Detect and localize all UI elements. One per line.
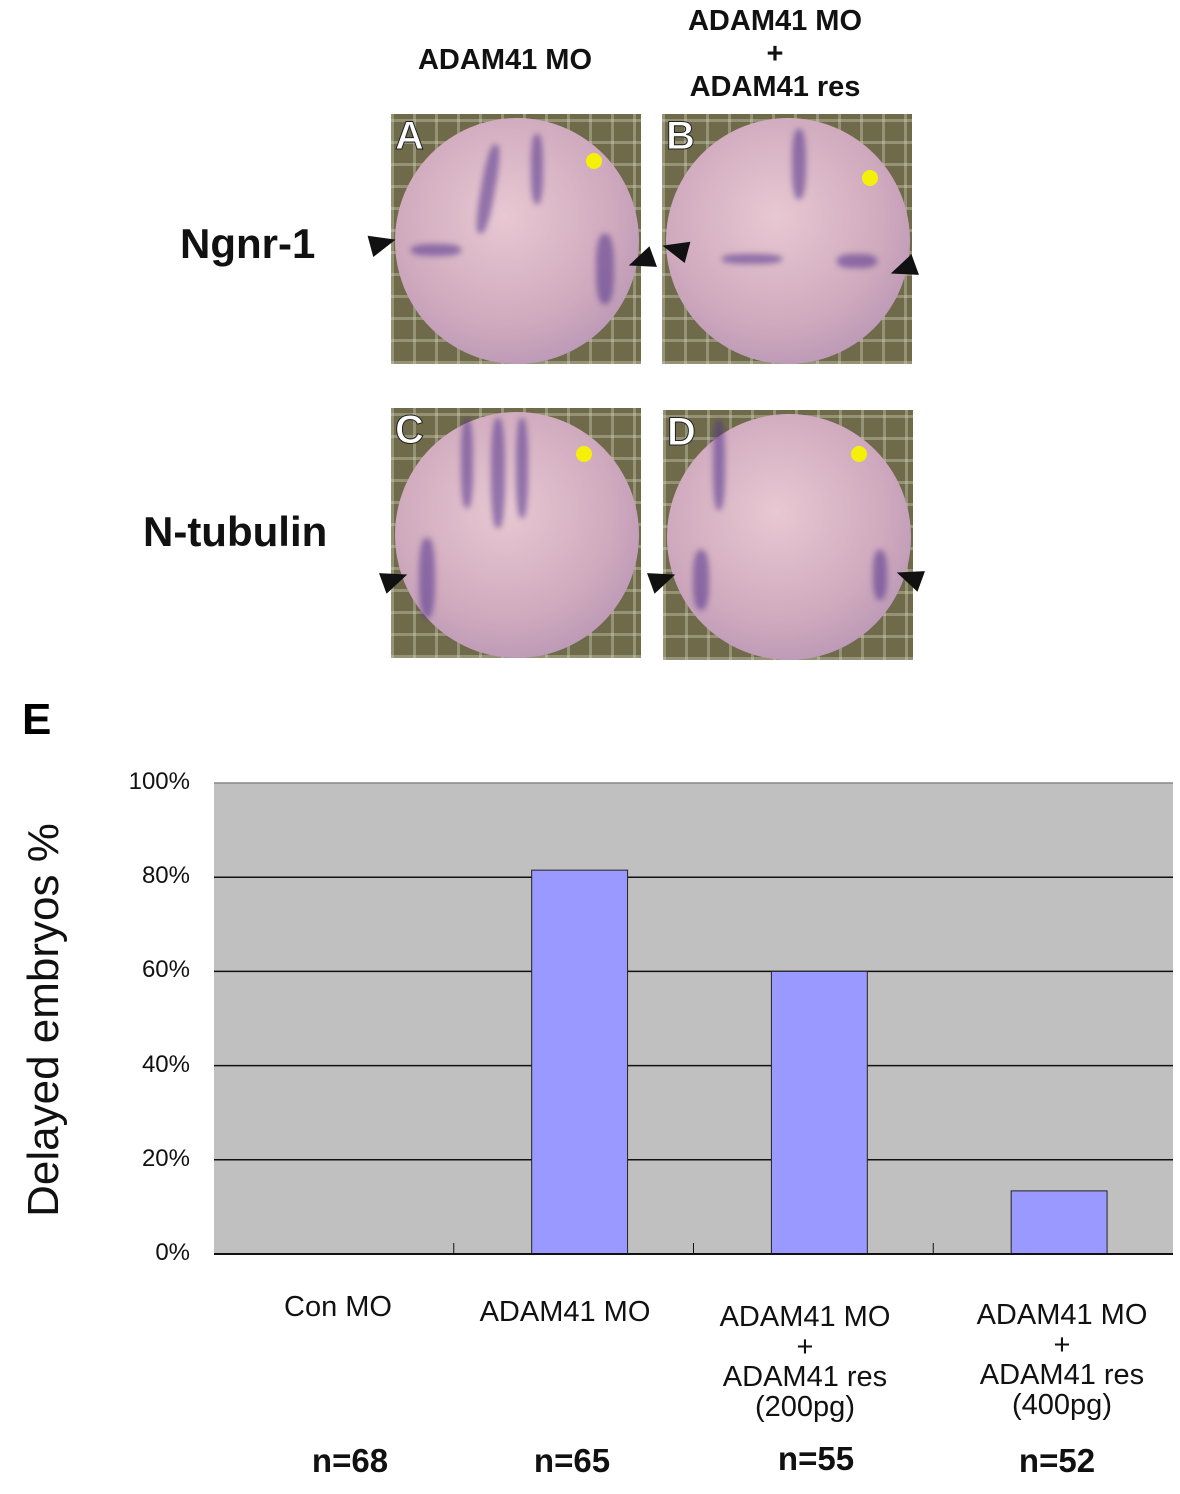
column-header-adam41-mo-res: ADAM41 MO + ADAM41 res (687, 5, 862, 103)
yellow-dot-marker (851, 446, 867, 462)
panel-letter: B (666, 114, 696, 159)
n-label: n=55 (777, 1440, 855, 1477)
micrograph-a: A (391, 114, 641, 364)
y-tick-label: 40% (141, 1050, 190, 1078)
panel-letter-e: E (22, 695, 52, 744)
panel-letter: A (395, 114, 425, 159)
x-tick-label: ADAM41 MO + ADAM41 res (200pg) (719, 1301, 891, 1423)
x-tick-label: Con MO (284, 1291, 392, 1323)
n-label: n=65 (533, 1442, 611, 1479)
micrograph-d: D (663, 410, 913, 660)
x-tick-label: ADAM41 MO (479, 1296, 651, 1328)
yellow-dot-marker (576, 446, 592, 462)
yellow-dot-marker (586, 153, 602, 169)
panel-letter: C (395, 408, 425, 453)
row-label-ntubulin: N-tubulin (143, 508, 328, 555)
column-header-adam41-mo: ADAM41 MO (417, 44, 592, 76)
plot-area (214, 783, 1173, 1254)
bar (770, 970, 868, 1255)
y-tick-label: 80% (141, 862, 190, 890)
n-label: n=68 (311, 1442, 389, 1479)
x-tick-label: ADAM41 MO + ADAM41 res (400pg) (976, 1299, 1148, 1421)
y-tick-label: 0% (155, 1239, 190, 1266)
bar (1010, 1190, 1108, 1255)
bar (531, 869, 629, 1255)
y-tick-label: 100% (128, 768, 190, 795)
n-label: n=52 (1018, 1442, 1096, 1479)
panel-letter: D (667, 410, 697, 455)
y-tick-label: 20% (141, 1144, 190, 1172)
micrograph-c: C (391, 408, 641, 658)
micrograph-b: B (662, 114, 912, 364)
row-label-ngnr1: Ngnr-1 (180, 220, 316, 267)
yellow-dot-marker (862, 170, 878, 186)
y-tick-label: 60% (141, 956, 190, 984)
